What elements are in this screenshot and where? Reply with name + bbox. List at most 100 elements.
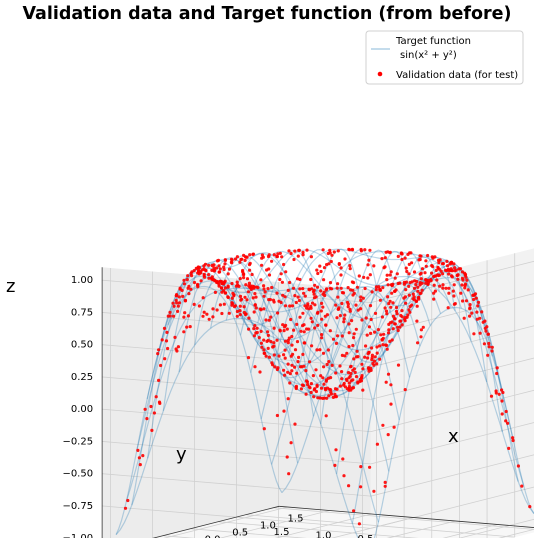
validation-point [359,307,363,311]
validation-point [344,377,349,381]
validation-point [335,316,339,320]
validation-point [290,363,294,367]
validation-point [202,264,206,268]
validation-point [283,339,288,343]
validation-point [248,253,252,257]
validation-point [310,344,314,348]
validation-point [416,341,420,345]
validation-point [325,362,329,367]
validation-point [272,253,276,257]
validation-point [183,299,187,303]
validation-point [489,394,494,398]
validation-point [393,322,397,326]
validation-point [450,275,454,279]
validation-point [245,255,249,259]
validation-point [327,360,331,364]
validation-point [388,250,392,254]
validation-point [223,291,227,295]
validation-point [341,457,345,461]
validation-point [255,326,259,330]
validation-point [277,299,281,303]
validation-point [319,269,323,274]
validation-point [347,322,351,326]
validation-point [286,370,290,374]
validation-point [287,472,291,476]
validation-point [337,306,341,310]
validation-point [157,400,162,404]
validation-point [500,388,504,392]
validation-point [504,409,508,414]
validation-point [328,251,332,255]
legend-surface-formula: sin(x² + y²) [400,50,457,61]
validation-point [321,248,325,252]
validation-point [182,330,186,334]
x-axis-label: x [448,426,459,447]
validation-point [275,338,279,342]
validation-point [359,298,363,302]
validation-point [320,317,324,321]
grid-line [102,376,371,400]
validation-point [359,485,363,489]
validation-point [338,314,342,318]
validation-point [441,283,445,287]
validation-point [475,317,479,321]
validation-point [294,385,298,389]
y-tick-label: 1.5 [274,527,290,538]
z-tick-label: −0.50 [62,469,93,480]
validation-point [359,465,363,469]
validation-point [264,354,268,358]
validation-point [247,327,251,331]
validation-point [432,283,436,287]
validation-point [245,277,250,281]
validation-point [382,266,386,270]
validation-point [398,325,402,329]
validation-point [260,256,264,260]
z-tick-label: −0.75 [62,501,93,512]
validation-point [247,281,251,285]
validation-point [281,323,285,327]
validation-point [311,374,315,378]
validation-point [276,366,280,370]
validation-point [463,271,467,275]
validation-point [468,307,472,311]
validation-point [435,278,439,282]
validation-point [314,295,318,299]
validation-point [255,285,259,289]
validation-point [290,304,295,308]
validation-point [340,370,344,374]
validation-point [282,368,286,372]
validation-point [352,291,356,295]
wireframe-line [146,275,400,421]
validation-point [249,287,253,291]
validation-point [171,301,175,305]
grid-line [442,524,498,538]
validation-point [383,256,387,260]
validation-point [275,291,279,295]
validation-point [342,383,346,387]
validation-point [305,248,309,252]
validation-point [330,363,334,367]
chart-title: Validation data and Target function (fro… [22,4,512,24]
validation-point [367,350,371,354]
validation-point [351,343,355,348]
validation-point [482,342,486,346]
validation-point [369,331,373,335]
validation-point [351,288,355,292]
validation-point [244,283,248,287]
validation-point [172,304,176,308]
validation-point [218,267,222,271]
validation-point [468,314,472,318]
validation-point [251,252,255,256]
validation-point [329,388,333,392]
validation-point [339,266,343,270]
validation-point [322,396,326,400]
validation-point [378,298,382,302]
validation-point [343,313,347,317]
validation-point [296,295,300,299]
validation-point [324,323,328,327]
validation-point [302,330,306,334]
z-tick-label: 0.50 [71,340,93,351]
validation-point [325,313,329,317]
validation-point [287,336,291,340]
validation-point [373,355,377,359]
